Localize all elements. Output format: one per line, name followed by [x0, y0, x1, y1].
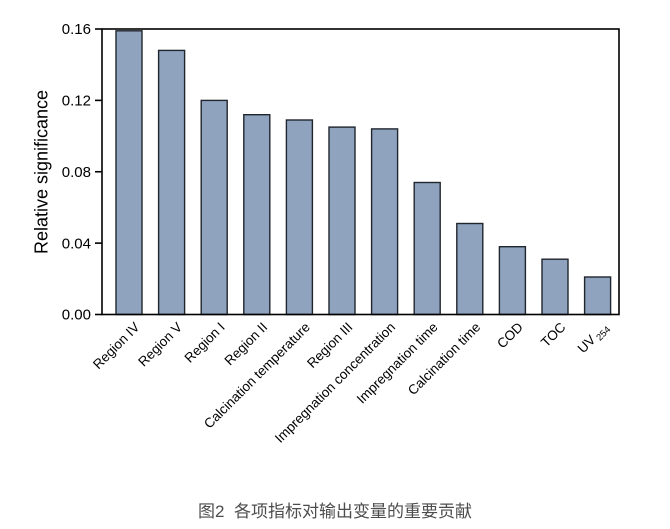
x-tick-label: COD [494, 319, 526, 351]
x-tick-label: TOC [538, 319, 569, 350]
y-tick-label: 0.00 [62, 307, 91, 324]
bar [243, 113, 271, 316]
figure-caption: 图2 各项指标对输出变量的重要贡献 [198, 502, 472, 521]
y-tick-label: 0.16 [62, 21, 91, 38]
bar [413, 181, 441, 316]
y-tick-label: 0.08 [62, 164, 91, 181]
bar [328, 126, 356, 316]
bar [498, 245, 527, 316]
bar [583, 276, 612, 316]
bar [200, 99, 228, 316]
x-tick-label: Region IV [90, 319, 143, 372]
bar [370, 128, 399, 316]
y-axis-label: Relative significance [31, 89, 52, 255]
x-tick-label: Impregnation time [354, 319, 441, 406]
x-tick-label: Region V [135, 319, 185, 369]
bar [456, 222, 484, 316]
bar [115, 30, 143, 316]
bar [285, 119, 314, 316]
bar [541, 258, 569, 316]
y-tick-label: 0.04 [62, 235, 91, 252]
bar [157, 49, 186, 316]
x-tick-label: Region I [182, 319, 228, 365]
y-tick-label: 0.12 [62, 93, 91, 110]
x-tick-label: Calcination time [405, 319, 484, 398]
x-tick-label: UV254 [575, 319, 614, 358]
